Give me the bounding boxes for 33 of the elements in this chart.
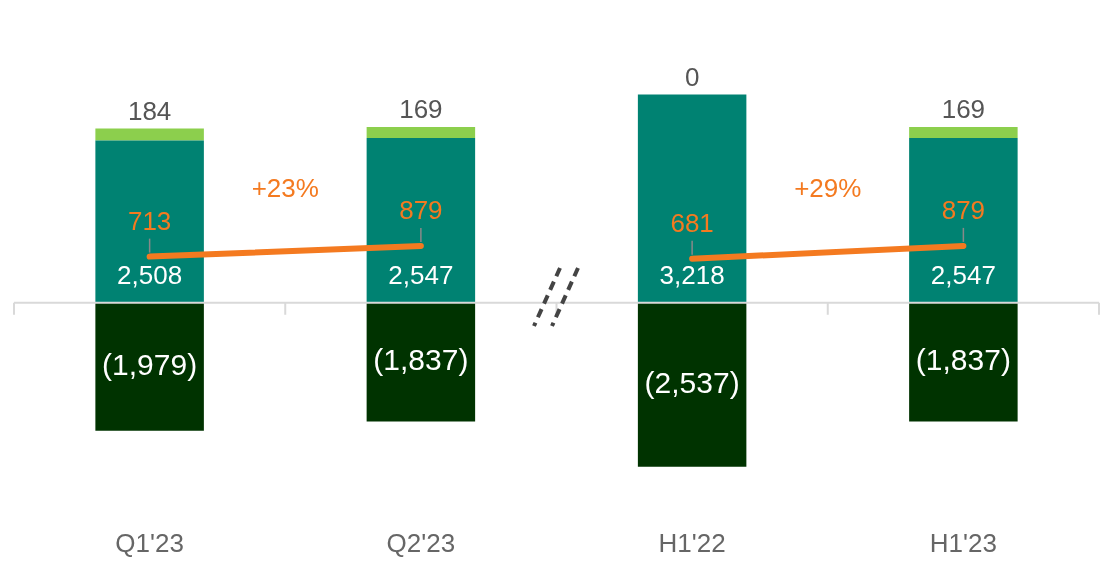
x-tick-label: Q1'23 [115, 527, 184, 558]
data-label: 681 [670, 207, 714, 238]
bar [637, 94, 747, 303]
data-label: 0 [684, 61, 700, 92]
bar [909, 302, 1018, 422]
data-label: (2,537) [644, 366, 740, 400]
bar [95, 302, 204, 431]
bar [909, 137, 1018, 303]
data-label: 2,547 [388, 259, 454, 290]
data-label: 169 [399, 94, 443, 125]
data-label: 879 [399, 195, 443, 226]
data-label: 3,218 [659, 259, 725, 290]
bar [366, 302, 476, 422]
bar [95, 128, 204, 141]
annotation: +23% [251, 173, 319, 204]
bar [366, 137, 476, 303]
x-tick-label: Q2'23 [386, 527, 456, 558]
bar [95, 140, 204, 303]
x-tick-label: H1'22 [658, 527, 726, 558]
data-label: 713 [127, 205, 172, 236]
data-label: 184 [127, 95, 172, 126]
data-label: 169 [941, 94, 986, 125]
data-label: 2,547 [930, 259, 996, 290]
data-label: (1,979) [102, 348, 198, 382]
data-label: 879 [941, 195, 986, 226]
data-label: (1,837) [373, 343, 469, 377]
data-label: 2,508 [117, 259, 183, 290]
bar [366, 127, 476, 138]
x-tick-label: H1'23 [929, 527, 997, 558]
data-label: (1,837) [915, 343, 1011, 377]
bar [637, 302, 747, 467]
bar [909, 127, 1018, 138]
annotation: +29% [794, 173, 862, 204]
